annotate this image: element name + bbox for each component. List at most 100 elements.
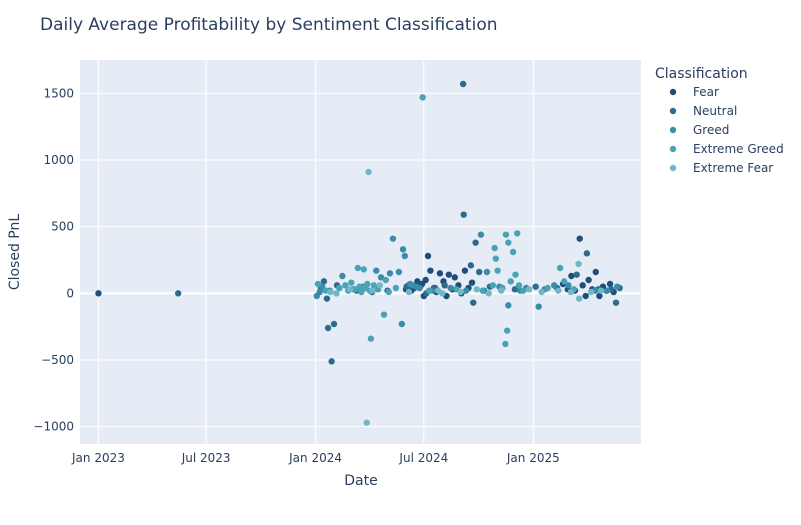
data-point bbox=[511, 286, 519, 293]
x-tick-label: Jan 2024 bbox=[288, 451, 342, 465]
legend-marker bbox=[669, 126, 677, 134]
data-point bbox=[473, 286, 481, 293]
data-point bbox=[525, 286, 533, 293]
y-axis-title: Closed PnL bbox=[7, 214, 23, 291]
y-tick-label: 1500 bbox=[43, 86, 74, 100]
data-point bbox=[585, 276, 592, 284]
data-point bbox=[424, 252, 432, 260]
y-tick-labels: 1500 1000 500 0 −500 −1000 bbox=[33, 86, 74, 433]
data-point bbox=[385, 288, 392, 296]
legend-marker bbox=[669, 107, 677, 115]
data-point bbox=[520, 287, 527, 294]
data-point bbox=[382, 276, 389, 284]
data-point bbox=[405, 288, 413, 296]
data-point bbox=[505, 302, 512, 309]
legend-item-label: Fear bbox=[693, 85, 719, 99]
data-point bbox=[436, 270, 444, 277]
data-point bbox=[376, 282, 384, 289]
data-point bbox=[575, 295, 583, 302]
data-point bbox=[587, 288, 595, 296]
data-point bbox=[348, 279, 355, 286]
y-tick-label: −500 bbox=[41, 353, 74, 367]
data-point bbox=[414, 278, 421, 285]
data-point bbox=[479, 287, 486, 294]
data-point bbox=[612, 299, 620, 306]
data-point bbox=[555, 287, 562, 294]
data-point bbox=[544, 284, 551, 292]
data-point bbox=[505, 239, 512, 246]
data-point bbox=[575, 260, 582, 268]
data-point bbox=[515, 282, 523, 289]
data-point bbox=[477, 231, 485, 238]
y-gridlines bbox=[80, 92, 641, 428]
legend-marker bbox=[669, 145, 677, 153]
data-point bbox=[494, 267, 501, 274]
data-point bbox=[328, 358, 335, 365]
legend-marker bbox=[669, 88, 677, 96]
data-point bbox=[416, 284, 423, 292]
data-point bbox=[492, 255, 500, 262]
data-point bbox=[462, 287, 470, 294]
data-point bbox=[561, 278, 568, 285]
data-point bbox=[368, 287, 376, 294]
data-point bbox=[354, 264, 362, 272]
data-point bbox=[333, 290, 340, 297]
x-tick-label: Jul 2023 bbox=[181, 451, 231, 465]
data-point bbox=[324, 324, 332, 332]
data-point bbox=[445, 271, 453, 278]
data-point bbox=[582, 292, 589, 300]
data-point bbox=[583, 250, 591, 257]
data-point bbox=[532, 283, 539, 290]
legend-item-label: Extreme Greed bbox=[693, 142, 784, 156]
data-point bbox=[489, 282, 497, 289]
data-point bbox=[573, 271, 580, 278]
data-point bbox=[567, 288, 575, 296]
legend: Classification Fear Neutral Greed Extreme G… bbox=[655, 66, 784, 175]
x-gridlines bbox=[97, 60, 534, 444]
data-point bbox=[606, 280, 614, 288]
data-point bbox=[419, 94, 426, 101]
data-point bbox=[330, 320, 338, 328]
data-point bbox=[472, 239, 479, 246]
data-point bbox=[461, 267, 469, 274]
data-point bbox=[426, 287, 433, 294]
data-point bbox=[356, 283, 363, 290]
data-point bbox=[320, 278, 328, 285]
legend-item-label: Greed bbox=[693, 123, 729, 137]
legend-item-label: Neutral bbox=[693, 104, 737, 118]
data-point bbox=[502, 340, 509, 348]
data-point bbox=[502, 231, 510, 238]
data-point bbox=[497, 287, 505, 294]
data-point bbox=[370, 282, 378, 289]
data-point bbox=[565, 282, 572, 289]
data-point bbox=[503, 327, 511, 334]
data-point bbox=[323, 295, 331, 302]
data-point bbox=[439, 290, 446, 297]
data-point bbox=[346, 286, 354, 293]
data-point bbox=[401, 252, 409, 260]
y-tick-label: 500 bbox=[51, 220, 74, 234]
data-point bbox=[342, 282, 349, 289]
legend-marker bbox=[669, 164, 677, 172]
data-point bbox=[596, 292, 603, 300]
data-point bbox=[556, 264, 564, 272]
data-point bbox=[373, 267, 380, 274]
data-point bbox=[174, 290, 182, 297]
data-point bbox=[475, 268, 483, 276]
data-point bbox=[568, 272, 575, 280]
data-point bbox=[483, 268, 491, 276]
series-4 bbox=[327, 168, 605, 426]
data-point bbox=[399, 246, 407, 253]
data-point bbox=[535, 303, 542, 310]
data-point bbox=[336, 284, 343, 292]
scatter-points bbox=[95, 80, 623, 426]
data-point bbox=[365, 168, 372, 176]
x-tick-labels: Jan 2023 Jul 2023 Jan 2024 Jul 2024 Jan 2025 bbox=[71, 451, 560, 465]
data-point bbox=[395, 268, 403, 276]
data-point bbox=[459, 80, 467, 88]
data-point bbox=[447, 284, 454, 292]
data-point bbox=[538, 288, 545, 296]
data-point bbox=[422, 276, 429, 284]
data-point bbox=[360, 266, 367, 273]
data-point bbox=[470, 299, 477, 306]
